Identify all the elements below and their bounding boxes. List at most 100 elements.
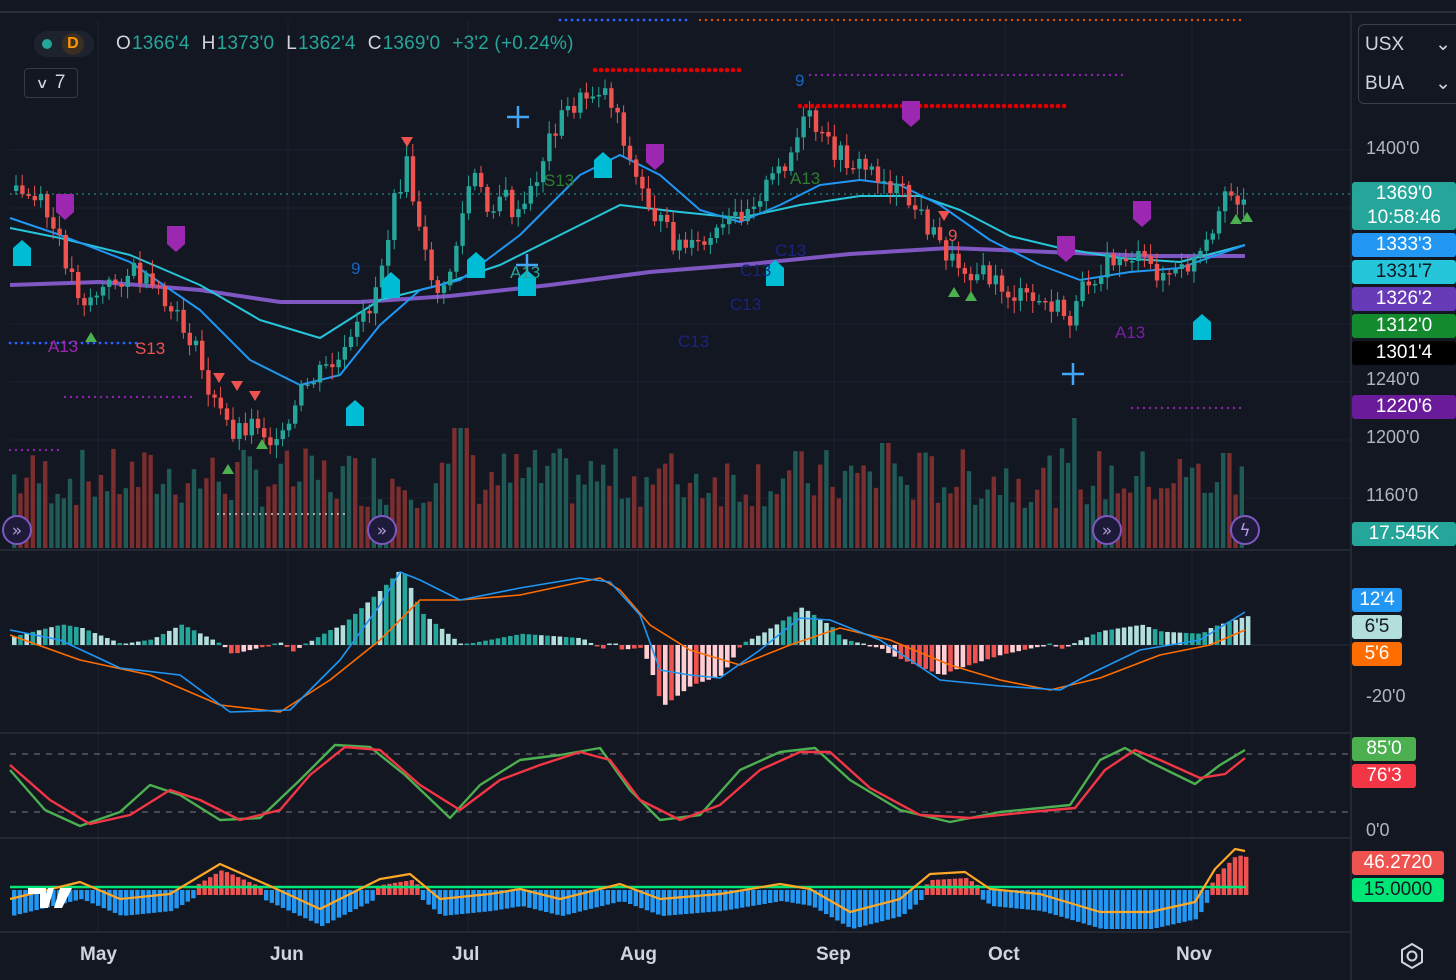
macd-histogram-bar <box>886 645 891 654</box>
level-dot <box>758 18 762 22</box>
level-dot <box>992 18 996 22</box>
osc-histogram-bar <box>622 890 627 902</box>
level-dot <box>812 18 816 22</box>
macd-histogram-bar <box>297 645 302 648</box>
interval-badge[interactable]: D <box>62 33 84 55</box>
last-price-tag[interactable]: 1369'0 <box>1352 182 1456 206</box>
candle-body <box>813 110 819 132</box>
symbol-select-bua[interactable]: BUA ⌄ <box>1359 64 1456 103</box>
candle-body <box>888 181 893 194</box>
osc-histogram-bar <box>555 890 560 915</box>
volume-bar <box>55 493 60 548</box>
candle-body <box>553 133 558 136</box>
resistance-dot <box>827 103 833 109</box>
macd-histogram-bar <box>198 633 203 645</box>
resistance-dot <box>610 67 616 73</box>
macd-histogram-bar <box>191 630 197 645</box>
macd-histogram-bar <box>799 607 804 645</box>
volume-bar <box>433 483 438 548</box>
volume-bar <box>1041 467 1046 548</box>
candle-body <box>987 265 992 285</box>
osc-histogram-bar <box>1087 890 1092 926</box>
candle-body <box>398 191 403 194</box>
volume-bar <box>774 494 779 548</box>
level-dot <box>660 18 664 22</box>
osc-histogram-bar <box>549 890 554 914</box>
macd-histogram-bar <box>1090 634 1096 645</box>
macd-histogram-bar <box>30 631 36 645</box>
symbol-select-usx[interactable]: USX ⌄ <box>1359 25 1456 64</box>
symbol-compare-panel: USX ⌄ BUA ⌄ <box>1358 24 1456 104</box>
volume-bar <box>1047 455 1052 548</box>
volume-bar <box>501 453 507 548</box>
candle-body <box>317 364 323 383</box>
level-dot <box>1136 18 1140 22</box>
level-dot <box>14 448 18 452</box>
macd-histogram-bar <box>433 623 439 645</box>
candle-body <box>882 181 887 183</box>
osc-histogram-bar <box>644 890 650 911</box>
interval-pill[interactable]: D <box>34 31 94 57</box>
level-dot <box>666 18 670 22</box>
resistance-dot <box>682 67 688 73</box>
osc-histogram-bar <box>146 890 151 914</box>
indicators-toggle-button[interactable]: ∨ 7 <box>24 68 78 98</box>
resistance-dot <box>1031 103 1037 109</box>
volume-bar <box>966 471 972 548</box>
level-dot <box>710 18 714 22</box>
settings-icon[interactable] <box>1398 942 1426 970</box>
stoch-k-line <box>9 743 1246 828</box>
macd-histogram-bar <box>1227 621 1232 645</box>
candle-body <box>1198 250 1203 258</box>
level-dot <box>1232 18 1236 22</box>
resistance-dot <box>706 67 712 73</box>
candle-body <box>76 271 81 299</box>
osc-histogram-bar <box>997 890 1002 907</box>
macd-histogram-bar <box>260 645 265 648</box>
volume-bar <box>61 498 66 548</box>
candle-body <box>1142 251 1147 257</box>
level-dot <box>38 448 42 452</box>
volume-bar <box>291 486 296 548</box>
ma-mid-tag: 1331'7 <box>1352 260 1456 284</box>
candle-body <box>1204 239 1209 251</box>
osc-histogram-bar <box>986 890 991 904</box>
osc-histogram-bar <box>1210 882 1215 895</box>
volume-bar <box>322 460 327 548</box>
candle-body <box>57 228 62 235</box>
osc-threshold-tag: 15.0000 <box>1352 878 1444 902</box>
resistance-dot <box>694 67 700 73</box>
candle-body <box>671 222 676 251</box>
level-dot <box>1136 406 1140 410</box>
candle-body <box>379 265 385 288</box>
macd-histogram-bar <box>477 641 482 645</box>
osc-histogram-bar <box>140 890 146 914</box>
signal-marker-up <box>467 252 485 278</box>
volume-bar <box>508 482 513 548</box>
volume-bar <box>1221 453 1226 548</box>
macd-histogram-bar <box>111 640 116 645</box>
level-dot <box>916 73 920 77</box>
osc-histogram-bar <box>824 890 829 915</box>
volume-bar <box>334 498 339 548</box>
level-dot <box>1160 406 1164 410</box>
volume-bar <box>452 428 457 548</box>
level-dot <box>832 73 836 77</box>
volume-bar <box>489 471 494 548</box>
volume-bar <box>86 481 91 548</box>
osc-histogram-bar <box>1048 890 1053 914</box>
macd-histogram-bar <box>1004 645 1009 654</box>
volume-bar <box>731 474 736 548</box>
level-dot <box>994 73 998 77</box>
level-dot <box>746 18 750 22</box>
volume-bar <box>1035 489 1040 548</box>
candle-body <box>417 201 422 227</box>
level-dot <box>648 18 652 22</box>
volume-bar <box>98 474 104 548</box>
candle-body <box>460 213 465 246</box>
resistance-dot <box>941 103 947 109</box>
osc-histogram-bar <box>280 890 286 908</box>
level-dot <box>1060 73 1064 77</box>
macd-histogram-bar <box>880 645 885 649</box>
